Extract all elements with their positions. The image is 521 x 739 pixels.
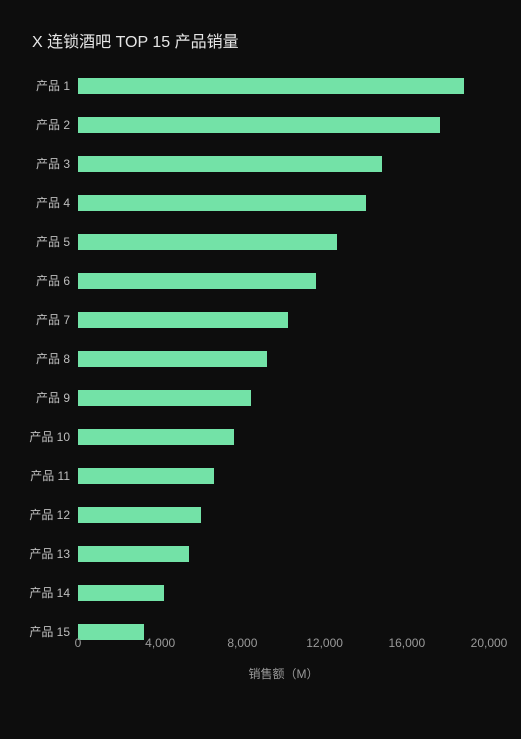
bar-row: 产品 13: [78, 544, 489, 564]
bar-row: 产品 4: [78, 193, 489, 213]
bar: [78, 234, 337, 250]
bar-label: 产品 12: [29, 505, 78, 525]
x-tick: 8,000: [227, 636, 257, 650]
x-axis: 04,0008,00012,00016,00020,000: [78, 636, 489, 656]
bar-label: 产品 15: [29, 622, 78, 642]
bar-label: 产品 5: [36, 232, 78, 252]
bar-label: 产品 8: [36, 349, 78, 369]
bar: [78, 273, 316, 289]
bar: [78, 546, 189, 562]
plot-area: 产品 1产品 2产品 3产品 4产品 5产品 6产品 7产品 8产品 9产品 1…: [24, 76, 497, 696]
bar: [78, 468, 214, 484]
bar-row: 产品 11: [78, 466, 489, 486]
chart-title: X 连锁酒吧 TOP 15 产品销量: [32, 28, 497, 52]
bar-label: 产品 11: [30, 466, 78, 486]
bar: [78, 585, 164, 601]
bar-label: 产品 3: [36, 154, 78, 174]
bar: [78, 156, 382, 172]
bar: [78, 390, 251, 406]
bar-label: 产品 1: [36, 76, 78, 96]
bar-row: 产品 2: [78, 115, 489, 135]
x-tick: 16,000: [388, 636, 425, 650]
bar: [78, 429, 234, 445]
bar-label: 产品 10: [29, 427, 78, 447]
x-tick: 12,000: [306, 636, 343, 650]
bar-row: 产品 7: [78, 310, 489, 330]
bar-label: 产品 9: [36, 388, 78, 408]
bar-row: 产品 10: [78, 427, 489, 447]
chart-container: X 连锁酒吧 TOP 15 产品销量 产品 1产品 2产品 3产品 4产品 5产…: [0, 0, 521, 739]
bar: [78, 117, 440, 133]
x-axis-label: 销售额（M）: [78, 665, 489, 682]
bar-row: 产品 1: [78, 76, 489, 96]
x-tick: 0: [75, 636, 82, 650]
bar-label: 产品 7: [36, 310, 78, 330]
bars-region: 产品 1 产品 2 产品 3 产品 4 产品 5 产品 6 产品 7 产品 8 产品 9 产品 1…: [78, 76, 489, 636]
bar-row: 产品 3: [78, 154, 489, 174]
bar-label: 产品 6: [36, 271, 78, 291]
bar-label: 产品 14: [29, 583, 78, 603]
bar-row: 产品 12: [78, 505, 489, 525]
bar: [78, 195, 366, 211]
x-tick: 4,000: [145, 636, 175, 650]
bar-row: 产品 8: [78, 349, 489, 369]
bar-label: 产品 2: [36, 115, 78, 135]
bar: [78, 351, 267, 367]
bar: [78, 78, 464, 94]
bar-row: 产品 14: [78, 583, 489, 603]
bar-row: 产品 9: [78, 388, 489, 408]
bar: [78, 507, 201, 523]
x-tick: 20,000: [471, 636, 508, 650]
bar-label: 产品 13: [29, 544, 78, 564]
bar-row: 产品 6: [78, 271, 489, 291]
bar: [78, 312, 288, 328]
bar-row: 产品 5: [78, 232, 489, 252]
bar-label: 产品 4: [36, 193, 78, 213]
